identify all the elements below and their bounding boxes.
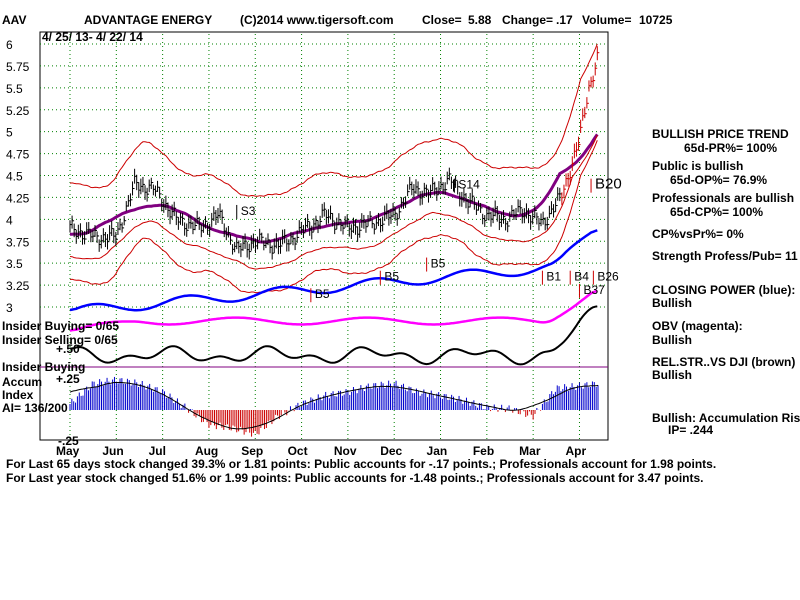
right-panel-line: Public is bullish [652, 159, 743, 173]
y-tick-label: 4.75 [6, 148, 30, 162]
x-tick-label: Aug [195, 444, 218, 458]
y-tick-label: 3 [6, 301, 13, 315]
y-axis-ticks: 6 5.75 5.5 5.25 5 4.75 4.5 4.25 4 3.75 3.5 3.25 3 [6, 38, 30, 315]
x-tick-label: Dec [380, 444, 402, 458]
right-panel-line: CLOSING POWER (blue): [652, 283, 795, 297]
y-tick-label: 3.25 [6, 279, 30, 293]
insider-buying-ratio: Insider Buying= 0/65 [2, 319, 119, 333]
right-panel-line: BULLISH PRICE TREND [652, 127, 789, 141]
insider-selling-ratio: Insider Selling= 0/65 [2, 333, 118, 347]
right-panel-line: 65d-CP%= 100% [670, 205, 763, 219]
closing-power-line [69, 229, 598, 312]
right-panel-line: OBV (magenta): [652, 319, 743, 333]
x-tick-label: Oct [288, 444, 308, 458]
accum-minus25-label: -.25 [58, 434, 79, 448]
x-tick-label: May [56, 444, 80, 458]
x-tick-label: Apr [565, 444, 586, 458]
volume-label: Volume= [582, 13, 631, 27]
y-tick-label: 4 [6, 213, 13, 227]
signal-label: B5 [431, 257, 446, 271]
x-tick-label: Nov [334, 444, 357, 458]
right-panel-line: Bullish [652, 333, 692, 347]
signal-label: B26 [597, 270, 619, 284]
y-tick-label: 3.5 [6, 257, 23, 271]
right-panel-line: Bullish: Accumulation Risi [652, 411, 800, 425]
right-panel-line: Professionals are bullish [652, 191, 794, 205]
upper-band-line [69, 43, 598, 197]
signal-label: B37 [583, 283, 605, 297]
volume-value: 10725 [639, 13, 673, 27]
y-tick-label: 5.5 [6, 82, 23, 96]
right-panel-line: REL.STR..VS DJI (brown) [652, 355, 795, 369]
accum-average-line [69, 381, 599, 430]
accumulation-bars [69, 376, 599, 437]
accum-plus50-label: +.50 [56, 342, 80, 356]
change-label: Change= [502, 13, 553, 27]
x-tick-label: Sep [241, 444, 263, 458]
right-panel-line: IP= .244 [668, 423, 713, 437]
accum-plus25-label: +.25 [56, 372, 80, 386]
x-axis-ticks: May Jun Jul Aug Sep Oct Nov Dec Jan Feb Mar Apr [56, 444, 586, 458]
insider-buying-label: Insider Buying [2, 360, 85, 374]
footer-line-year: For Last year stock changed 51.6% or 1.9… [6, 471, 704, 485]
close-value: 5.88 [468, 13, 492, 27]
accum-label: Accum [2, 375, 42, 389]
right-panel-line: Bullish [652, 368, 692, 382]
ticker-symbol: AAV [2, 13, 26, 27]
signal-label: S14 [458, 178, 480, 192]
index-label: Index [2, 388, 34, 402]
close-label: Close= [422, 13, 462, 27]
date-range: 4/ 25/ 13- 4/ 22/ 14 [42, 30, 143, 44]
x-tick-label: Mar [519, 444, 541, 458]
signal-label: B5 [384, 270, 399, 284]
right-panel-line: 65d-PR%= 100% [684, 141, 777, 155]
y-tick-label: 6 [6, 38, 13, 52]
signal-label: B20 [595, 176, 622, 193]
x-tick-label: Jan [427, 444, 448, 458]
x-tick-label: Jun [102, 444, 123, 458]
right-panel-line: CP%vsPr%= 0% [652, 227, 744, 241]
inner-band-line [69, 134, 598, 270]
right-panel-line: Strength Profess/Pub= 11 [652, 249, 798, 263]
x-tick-label: Feb [473, 444, 494, 458]
company-name: ADVANTAGE ENERGY [84, 13, 212, 27]
y-tick-label: 5 [6, 126, 13, 140]
right-panel-line: Bullish [652, 296, 692, 310]
signal-label: B1 [546, 270, 561, 284]
y-tick-label: 5.25 [6, 104, 30, 118]
y-tick-label: 5.75 [6, 60, 30, 74]
x-tick-label: Jul [149, 444, 166, 458]
change-value: .17 [556, 13, 573, 27]
signal-label: S3 [241, 204, 256, 218]
ai-label: AI= 136/200 [2, 401, 68, 415]
y-tick-label: 4.25 [6, 191, 30, 205]
plot-frame [39, 31, 609, 441]
lower-band-line [69, 140, 598, 294]
source-credit: (C)2014 www.tigersoft.com [240, 13, 394, 27]
signal-label: B5 [315, 287, 330, 301]
y-tick-label: 4.5 [6, 170, 23, 184]
y-tick-label: 3.75 [6, 235, 30, 249]
signal-label: B4 [574, 270, 589, 284]
right-panel-line: 65d-OP%= 76.9% [670, 173, 767, 187]
rel-strength-line [69, 305, 598, 366]
obv-line [69, 289, 598, 332]
footer-line-65d: For Last 65 days stock changed 39.3% or … [6, 457, 716, 471]
price-bars [69, 46, 600, 260]
gridlines [40, 34, 608, 440]
